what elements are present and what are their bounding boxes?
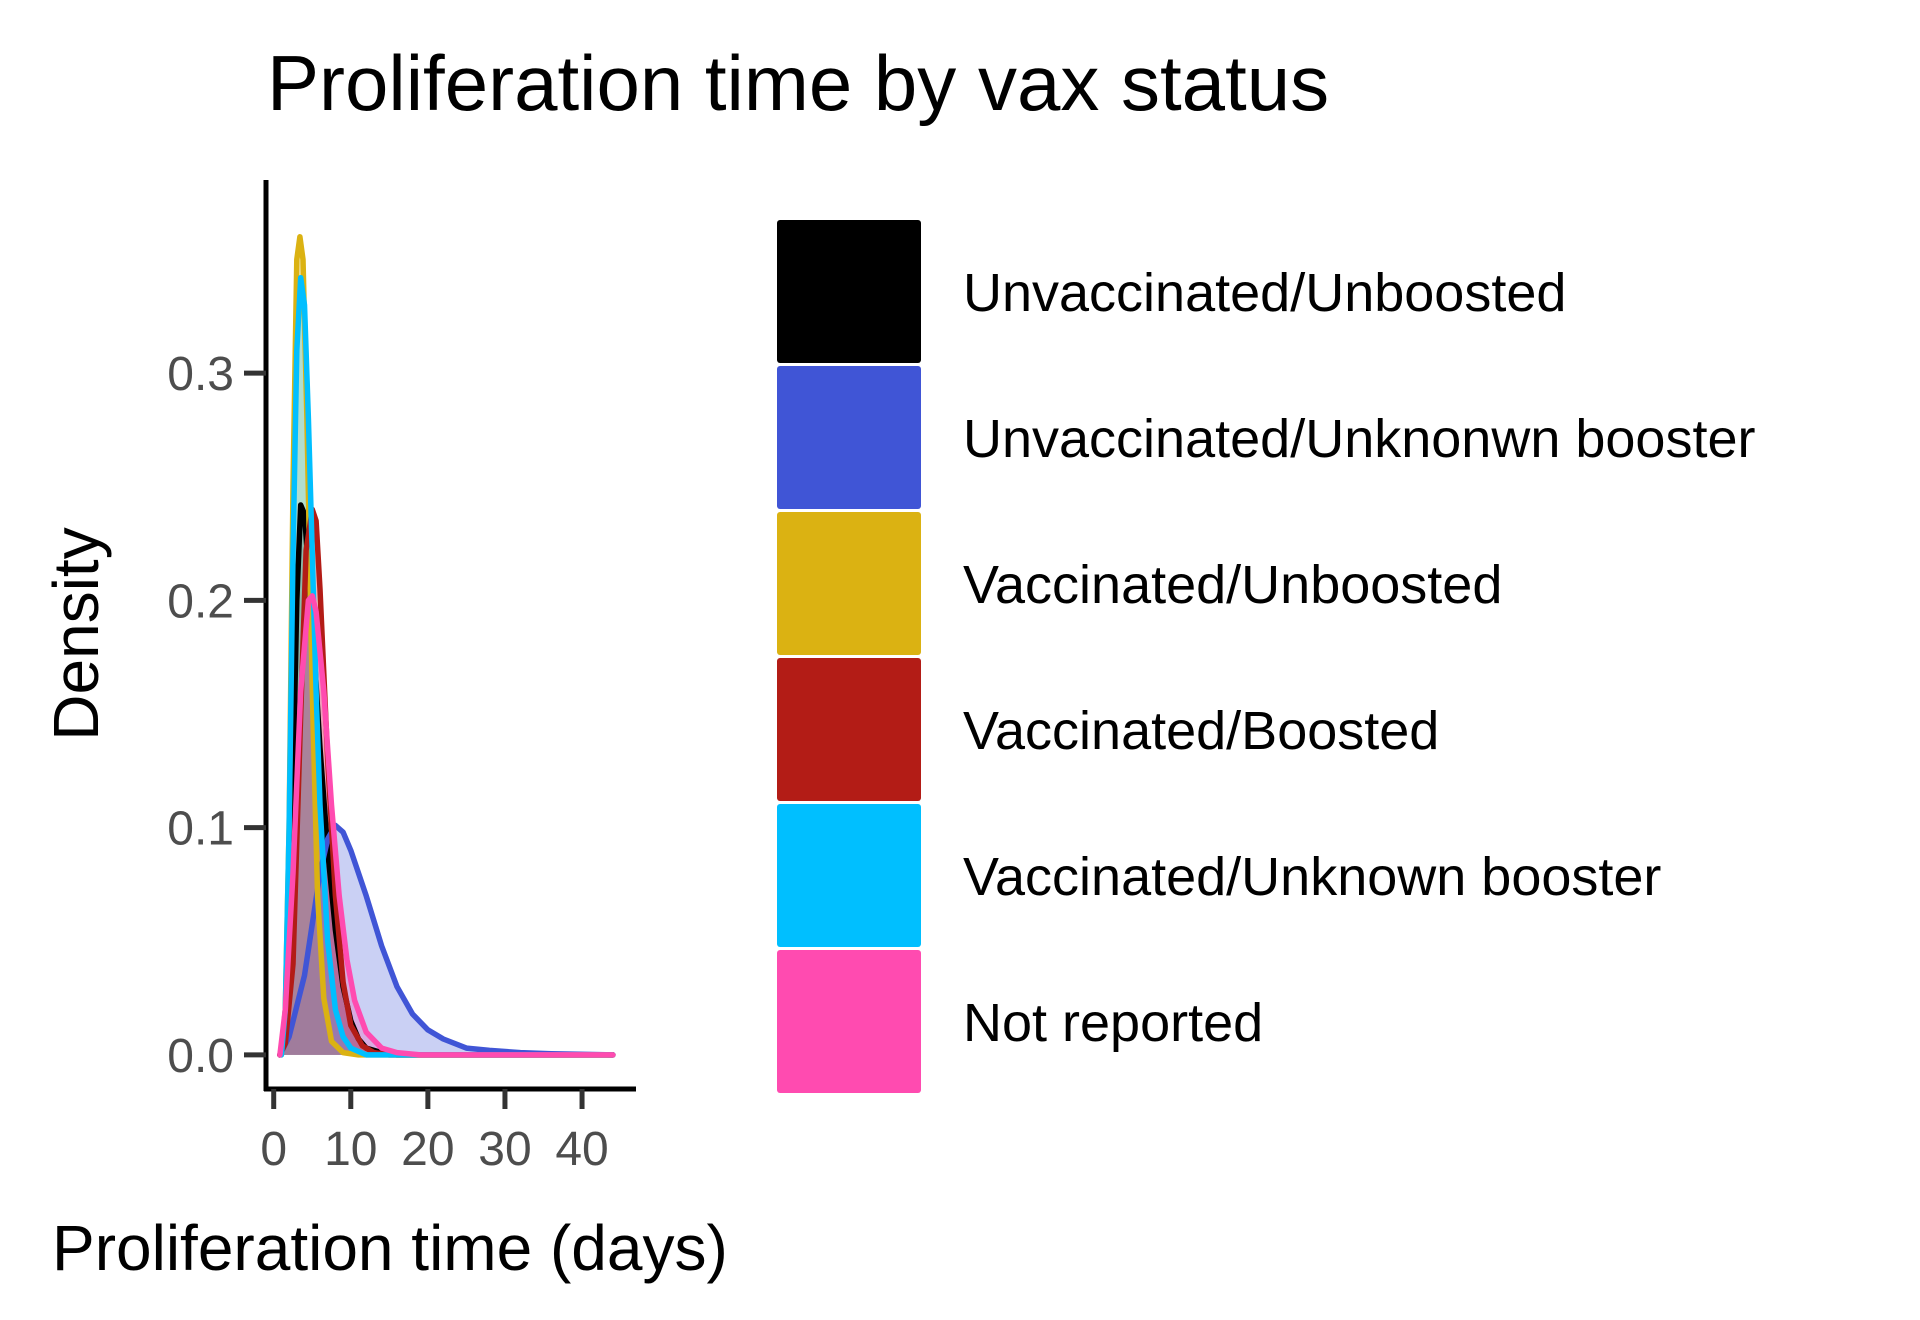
x-axis-title: Proliferation time (days) bbox=[52, 1212, 728, 1284]
x-tick-label: 40 bbox=[555, 1123, 608, 1176]
x-tick-label: 10 bbox=[324, 1123, 377, 1176]
x-tick-label: 0 bbox=[260, 1123, 287, 1176]
legend-key-vaccinated-boosted bbox=[777, 658, 921, 801]
legend-label-vaccinated-unknown-booster: Vaccinated/Unknown booster bbox=[963, 847, 1661, 907]
density-line-not-reported bbox=[277, 593, 616, 1058]
legend-key-vaccinated-unboosted bbox=[777, 512, 921, 655]
y-axis-ticks: 0.0 0.1 0.2 0.3 bbox=[167, 348, 266, 1083]
density-lines bbox=[277, 234, 616, 1058]
y-tick-label: 0.2 bbox=[167, 575, 234, 628]
density-fill-vaccinated-unboosted bbox=[281, 236, 613, 1055]
legend: Unvaccinated/Unboosted Unvaccinated/Unkno… bbox=[777, 220, 1755, 1093]
x-tick-label: 30 bbox=[478, 1123, 531, 1176]
density-fill-unvaccinated-unknonwn-booster bbox=[279, 825, 613, 1055]
y-tick-label: 0.3 bbox=[167, 348, 234, 401]
x-tick-label: 20 bbox=[401, 1123, 454, 1176]
y-axis-title: Density bbox=[40, 527, 112, 740]
density-fill-vaccinated-unknown-booster bbox=[281, 277, 613, 1055]
legend-label-unvaccinated-unboosted: Unvaccinated/Unboosted bbox=[963, 263, 1566, 323]
legend-key-not-reported bbox=[777, 950, 921, 1093]
density-line-unvaccinated-unknonwn-booster bbox=[277, 822, 616, 1058]
density-fill-unvaccinated-unboosted bbox=[279, 505, 613, 1055]
legend-label-unvaccinated-unknonwn-booster: Unvaccinated/Unknonwn booster bbox=[963, 409, 1755, 469]
chart-title: Proliferation time by vax status bbox=[267, 39, 1329, 127]
legend-key-unvaccinated-unboosted bbox=[777, 220, 921, 363]
legend-key-vaccinated-unknown-booster bbox=[777, 804, 921, 947]
legend-key-unvaccinated-unknonwn-booster bbox=[777, 366, 921, 509]
y-tick-label: 0.0 bbox=[167, 1030, 234, 1083]
legend-label-vaccinated-unboosted: Vaccinated/Unboosted bbox=[963, 555, 1502, 615]
legend-label-vaccinated-boosted: Vaccinated/Boosted bbox=[963, 701, 1439, 761]
density-line-vaccinated-unknown-booster bbox=[278, 274, 616, 1058]
x-axis-ticks: 0 10 20 30 40 bbox=[260, 1089, 609, 1176]
legend-label-not-reported: Not reported bbox=[963, 993, 1263, 1053]
y-tick-label: 0.1 bbox=[167, 803, 234, 856]
